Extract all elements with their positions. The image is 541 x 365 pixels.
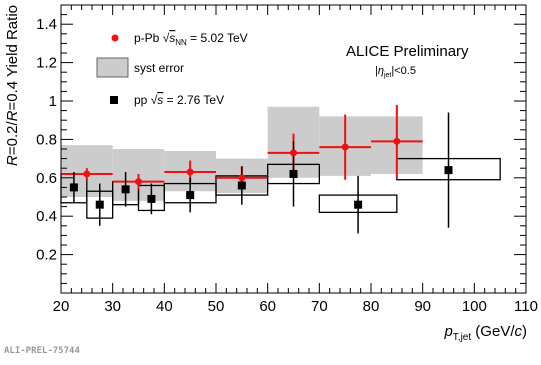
pp-data-point xyxy=(121,185,130,194)
y-tick-label: 0.8 xyxy=(36,131,57,148)
y-tick-label: 0.2 xyxy=(36,247,57,264)
ppb-data-point xyxy=(393,137,401,145)
x-tick-label: 60 xyxy=(259,298,276,315)
ppb-data-point xyxy=(238,174,246,182)
pp-data-point xyxy=(354,200,363,209)
legend-pp-label: pp √s = 2.76 TeV xyxy=(134,93,224,107)
x-tick-label: 70 xyxy=(311,298,328,315)
y-tick-label: 0.6 xyxy=(36,170,57,187)
x-tick-label: 30 xyxy=(104,298,121,315)
pp-data-point xyxy=(237,181,246,190)
tick-layer: 20 30 40 50 60 70 80 90 100 110 0.2 0.4 0.6 0.8 1 1.2 1.… xyxy=(36,5,538,315)
legend-syst-box xyxy=(96,57,129,78)
legend: p-Pb √sNN = 5.02 TeV syst error pp √s = … xyxy=(96,31,248,107)
legend-ppb-label: p-Pb √sNN = 5.02 TeV xyxy=(134,31,248,47)
ppb-data-point xyxy=(290,149,297,157)
y-axis-label: R=0.2/R=0.4 Yield Ratio xyxy=(4,5,21,166)
chart-annotation-title: ALICE Preliminary xyxy=(346,43,469,60)
legend-pp-marker xyxy=(110,96,118,104)
x-tick-label: 80 xyxy=(363,298,380,315)
x-tick-label: 40 xyxy=(156,298,173,315)
pp-data-point xyxy=(186,191,195,200)
pp-data-point xyxy=(147,194,156,203)
x-tick-label: 20 xyxy=(53,298,70,315)
y-tick-label: 1 xyxy=(49,93,57,110)
chart-annotation-eta: |ηjet|<0.5 xyxy=(375,65,416,79)
x-axis-label: pT,jet (GeV/c) xyxy=(443,323,527,343)
figure-id-footer: ALI-PREL-75744 xyxy=(4,346,80,356)
legend-syst-label: syst error xyxy=(134,61,184,75)
y-tick-label: 0.4 xyxy=(36,208,57,225)
ppb-data-point xyxy=(341,143,349,151)
ppb-data-point xyxy=(186,168,194,176)
marker-layer xyxy=(69,137,453,209)
pp-data-point xyxy=(444,166,453,175)
pp-data-point xyxy=(95,200,104,209)
x-tick-label: 50 xyxy=(208,298,225,315)
x-tick-label: 100 xyxy=(462,298,487,315)
ppb-data-point xyxy=(83,170,91,178)
ppb-data-point xyxy=(135,178,142,186)
pp-data-point xyxy=(289,169,298,178)
x-tick-label: 90 xyxy=(414,298,431,315)
y-tick-label: 1.2 xyxy=(36,55,57,72)
x-tick-label: 110 xyxy=(514,298,538,315)
legend-ppb-marker xyxy=(111,34,119,42)
y-tick-label: 1.4 xyxy=(36,16,57,33)
pp-data-point xyxy=(69,183,78,192)
